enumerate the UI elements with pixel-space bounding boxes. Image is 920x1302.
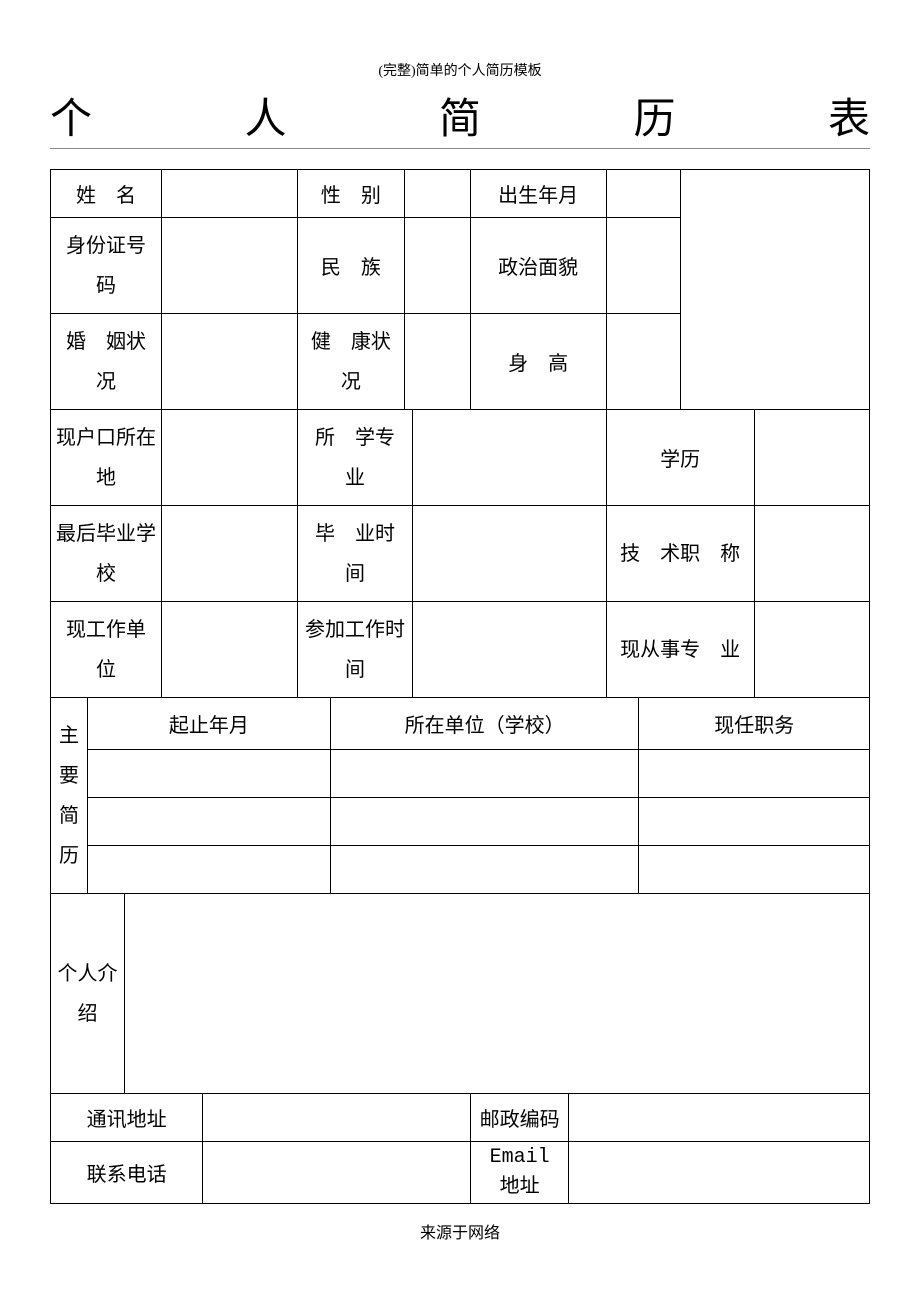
value-height [606,314,680,410]
value-idnum [162,218,298,314]
value-currmajor [754,602,869,698]
label-email: Email 地址 [470,1142,569,1204]
value-phone [203,1142,470,1204]
history-unit-2 [330,798,639,846]
label-gradtime: 毕 业时 间 [297,506,412,602]
label-school: 最后毕业学校 [51,506,162,602]
resume-table: 姓 名 性 别 出生年月 身份证号 码 民 族 政治面貌 婚 姻状 况 健 康状… [50,169,870,1204]
value-ethnic [404,218,470,314]
label-jointime: 参加工作时间 [297,602,412,698]
title-char: 简 [439,85,481,146]
label-gender: 性 别 [297,170,404,218]
photo-area [680,170,869,410]
value-postcode [569,1094,870,1142]
history-period-1 [88,750,331,798]
title-char: 人 [244,85,286,146]
value-email [569,1142,870,1204]
label-intro: 个人介绍 [51,894,125,1094]
value-gradtime [413,506,606,602]
value-hukou [162,410,298,506]
label-health: 健 康状 况 [297,314,404,410]
history-position-2 [639,798,870,846]
label-position: 现任职务 [639,698,870,750]
value-marital [162,314,298,410]
footer-text: 来源于网络 [50,1219,870,1243]
label-major: 所 学专 业 [297,410,412,506]
label-unit: 所在单位（学校） [330,698,639,750]
label-phone: 联系电话 [51,1142,203,1204]
label-name: 姓 名 [51,170,162,218]
title-char: 历 [633,85,675,146]
value-school [162,506,298,602]
history-unit-1 [330,750,639,798]
label-ethnic: 民 族 [297,218,404,314]
label-hukou: 现户口所在地 [51,410,162,506]
value-edu [754,410,869,506]
value-birth [606,170,680,218]
value-gender [404,170,470,218]
label-workunit: 现工作单 位 [51,602,162,698]
value-workunit [162,602,298,698]
label-political: 政治面貌 [470,218,606,314]
label-currmajor: 现从事专 业 [606,602,754,698]
label-idnum: 身份证号 码 [51,218,162,314]
label-postcode: 邮政编码 [470,1094,569,1142]
value-jointime [413,602,606,698]
doc-title: 个 人 简 历 表 [50,85,870,149]
label-edu: 学历 [606,410,754,506]
history-period-3 [88,846,331,894]
label-marital: 婚 姻状 况 [51,314,162,410]
label-period: 起止年月 [88,698,331,750]
value-address [203,1094,470,1142]
history-position-1 [639,750,870,798]
title-char: 表 [828,85,870,146]
label-height: 身 高 [470,314,606,410]
value-techtitle [754,506,869,602]
value-name [162,170,298,218]
value-intro [125,894,870,1094]
label-history: 主要简历 [51,698,88,894]
history-unit-3 [330,846,639,894]
history-period-2 [88,798,331,846]
value-political [606,218,680,314]
value-major [413,410,606,506]
value-health [404,314,470,410]
label-birth: 出生年月 [470,170,606,218]
label-address: 通讯地址 [51,1094,203,1142]
title-char: 个 [50,85,92,146]
label-techtitle: 技 术职 称 [606,506,754,602]
history-position-3 [639,846,870,894]
doc-subtitle: (完整)简单的个人简历模板 [50,60,870,80]
